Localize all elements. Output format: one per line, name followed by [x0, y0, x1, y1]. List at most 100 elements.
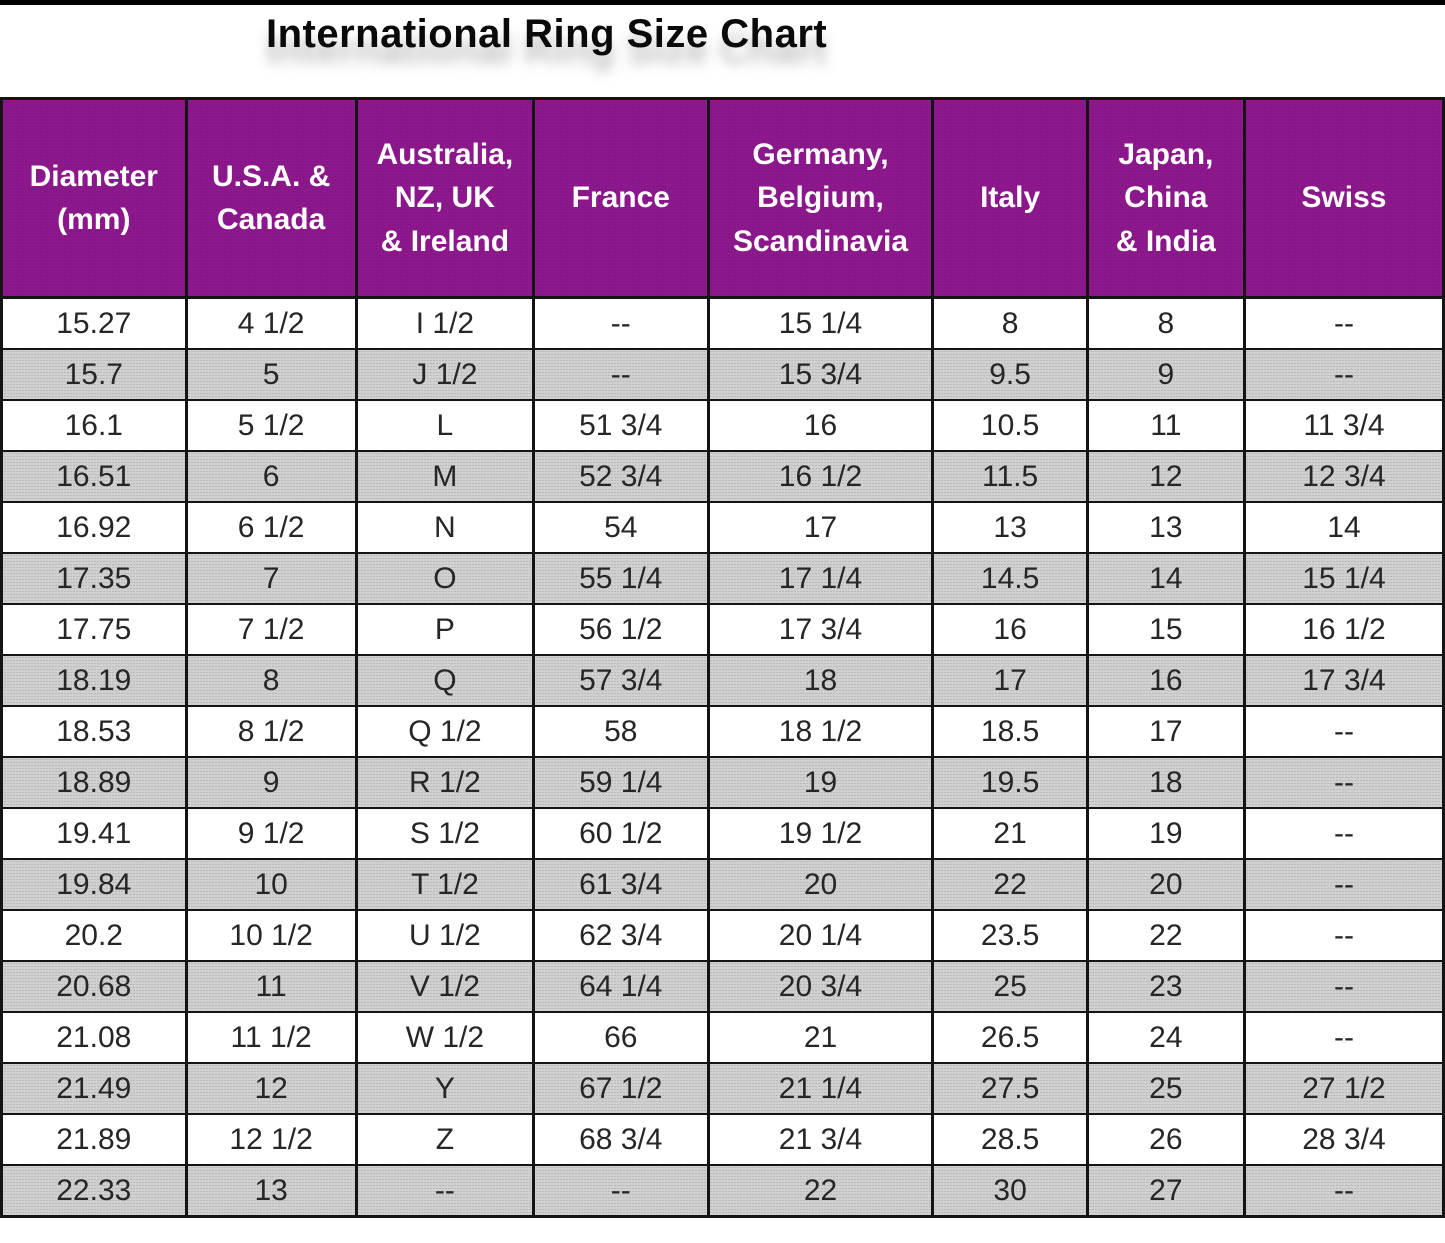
table-cell: L [354, 399, 536, 452]
table-cell: 18.19 [0, 654, 188, 707]
table-cell: 17.35 [0, 552, 188, 605]
table-cell: 12 [184, 1062, 358, 1115]
table-cell: O [354, 552, 536, 605]
table-cell: 17 3/4 [706, 603, 935, 656]
table-cell: -- [1242, 858, 1445, 911]
table-cell: 26 [1085, 1113, 1246, 1166]
table-cell: 54 [532, 501, 710, 554]
table-cell: 9.5 [931, 348, 1089, 401]
table-cell: 17 1/4 [706, 552, 935, 605]
table-cell: V 1/2 [354, 960, 536, 1013]
table-cell: 16.51 [0, 450, 188, 503]
table-cell: 28.5 [931, 1113, 1089, 1166]
table-cell: 16 [1085, 654, 1246, 707]
table-cell: 12 [1085, 450, 1246, 503]
table-cell: 19.5 [931, 756, 1089, 809]
table-cell: -- [354, 1164, 536, 1218]
table-cell: 8 [184, 654, 358, 707]
table-cell: 21.49 [0, 1062, 188, 1115]
table-cell: 5 1/2 [184, 399, 358, 452]
table-row: 21.08 11 1/2 W 1/2 66 21 26.5 24 -- [0, 1011, 1445, 1064]
table-cell: 11 1/2 [184, 1011, 358, 1064]
table-cell: 12 3/4 [1242, 450, 1445, 503]
table-cell: 59 1/4 [532, 756, 710, 809]
table-cell: 15.27 [0, 296, 188, 350]
table-cell: 5 [184, 348, 358, 401]
table-cell: 11 [1085, 399, 1246, 452]
table-cell: -- [1242, 909, 1445, 962]
table-cell: 22.33 [0, 1164, 188, 1218]
table-row: 17.75 7 1/2 P 56 1/2 17 3/4 16 15 16 1/2 [0, 603, 1445, 656]
table-cell: 56 1/2 [532, 603, 710, 656]
table-cell: 19 [706, 756, 935, 809]
table-cell: 21 1/4 [706, 1062, 935, 1115]
table-cell: 16 [706, 399, 935, 452]
table-cell: 18 1/2 [706, 705, 935, 758]
table-cell: 57 3/4 [532, 654, 710, 707]
table-cell: 60 1/2 [532, 807, 710, 860]
table-cell: 8 1/2 [184, 705, 358, 758]
table-row: 18.89 9 R 1/2 59 1/4 19 19.5 18 -- [0, 756, 1445, 809]
column-header-7: Japan, China & India [1085, 97, 1246, 299]
column-header-8: Swiss [1242, 97, 1445, 299]
table-row: 18.19 8 Q 57 3/4 18 17 16 17 3/4 [0, 654, 1445, 707]
table-cell: 15 1/4 [706, 296, 935, 350]
table-cell: 13 [184, 1164, 358, 1218]
table-cell: 11 3/4 [1242, 399, 1445, 452]
table-cell: 14.5 [931, 552, 1089, 605]
table-cell: 13 [1085, 501, 1246, 554]
table-cell: 15 [1085, 603, 1246, 656]
table-row: 21.49 12 Y 67 1/2 21 1/4 27.5 25 27 1/2 [0, 1062, 1445, 1115]
table-cell: 22 [1085, 909, 1246, 962]
table-cell: 20.68 [0, 960, 188, 1013]
table-cell: 10.5 [931, 399, 1089, 452]
table-cell: 11.5 [931, 450, 1089, 503]
table-cell: Y [354, 1062, 536, 1115]
table-cell: 19 [1085, 807, 1246, 860]
table-cell: 15.7 [0, 348, 188, 401]
table-cell: 21 3/4 [706, 1113, 935, 1166]
column-header-6: Italy [931, 97, 1089, 299]
table-row: 18.53 8 1/2 Q 1/2 58 18 1/2 18.5 17 -- [0, 705, 1445, 758]
table-cell: 17 [1085, 705, 1246, 758]
table-cell: Q [354, 654, 536, 707]
table-cell: 20 [706, 858, 935, 911]
table-row: 16.51 6 M 52 3/4 16 1/2 11.5 12 12 3/4 [0, 450, 1445, 503]
table-cell: -- [1242, 807, 1445, 860]
table-row: 16.1 5 1/2 L 51 3/4 16 10.5 11 11 3/4 [0, 399, 1445, 452]
table-cell: 22 [931, 858, 1089, 911]
table-cell: 22 [706, 1164, 935, 1218]
table-cell: 15 3/4 [706, 348, 935, 401]
table-cell: 10 [184, 858, 358, 911]
table-cell: 21.89 [0, 1113, 188, 1166]
table-row: 20.2 10 1/2 U 1/2 62 3/4 20 1/4 23.5 22 -- [0, 909, 1445, 962]
table-cell: -- [1242, 1011, 1445, 1064]
table-cell: 20 [1085, 858, 1246, 911]
table-cell: 16 1/2 [706, 450, 935, 503]
table-row: 15.7 5 J 1/2 -- 15 3/4 9.5 9 -- [0, 348, 1445, 401]
table-cell: 58 [532, 705, 710, 758]
table-cell: 27.5 [931, 1062, 1089, 1115]
table-row: 19.41 9 1/2 S 1/2 60 1/2 19 1/2 21 19 -- [0, 807, 1445, 860]
table-cell: 25 [931, 960, 1089, 1013]
table-cell: 27 1/2 [1242, 1062, 1445, 1115]
table-cell: 61 3/4 [532, 858, 710, 911]
table-cell: 20.2 [0, 909, 188, 962]
table-cell: 21 [931, 807, 1089, 860]
table-cell: 7 1/2 [184, 603, 358, 656]
table-cell: 17 [706, 501, 935, 554]
table-row: 15.27 4 1/2 I 1/2 -- 15 1/4 8 8 -- [0, 296, 1445, 350]
table-cell: 28 3/4 [1242, 1113, 1445, 1166]
table-cell: 8 [1085, 296, 1246, 350]
table-cell: -- [1242, 296, 1445, 350]
table-cell: -- [1242, 960, 1445, 1013]
table-row: 19.84 10 T 1/2 61 3/4 20 22 20 -- [0, 858, 1445, 911]
table-cell: 23 [1085, 960, 1246, 1013]
table-cell: 13 [931, 501, 1089, 554]
table-cell: Z [354, 1113, 536, 1166]
table-cell: 21 [706, 1011, 935, 1064]
table-cell: 16.1 [0, 399, 188, 452]
table-cell: 16.92 [0, 501, 188, 554]
table-cell: 9 [184, 756, 358, 809]
